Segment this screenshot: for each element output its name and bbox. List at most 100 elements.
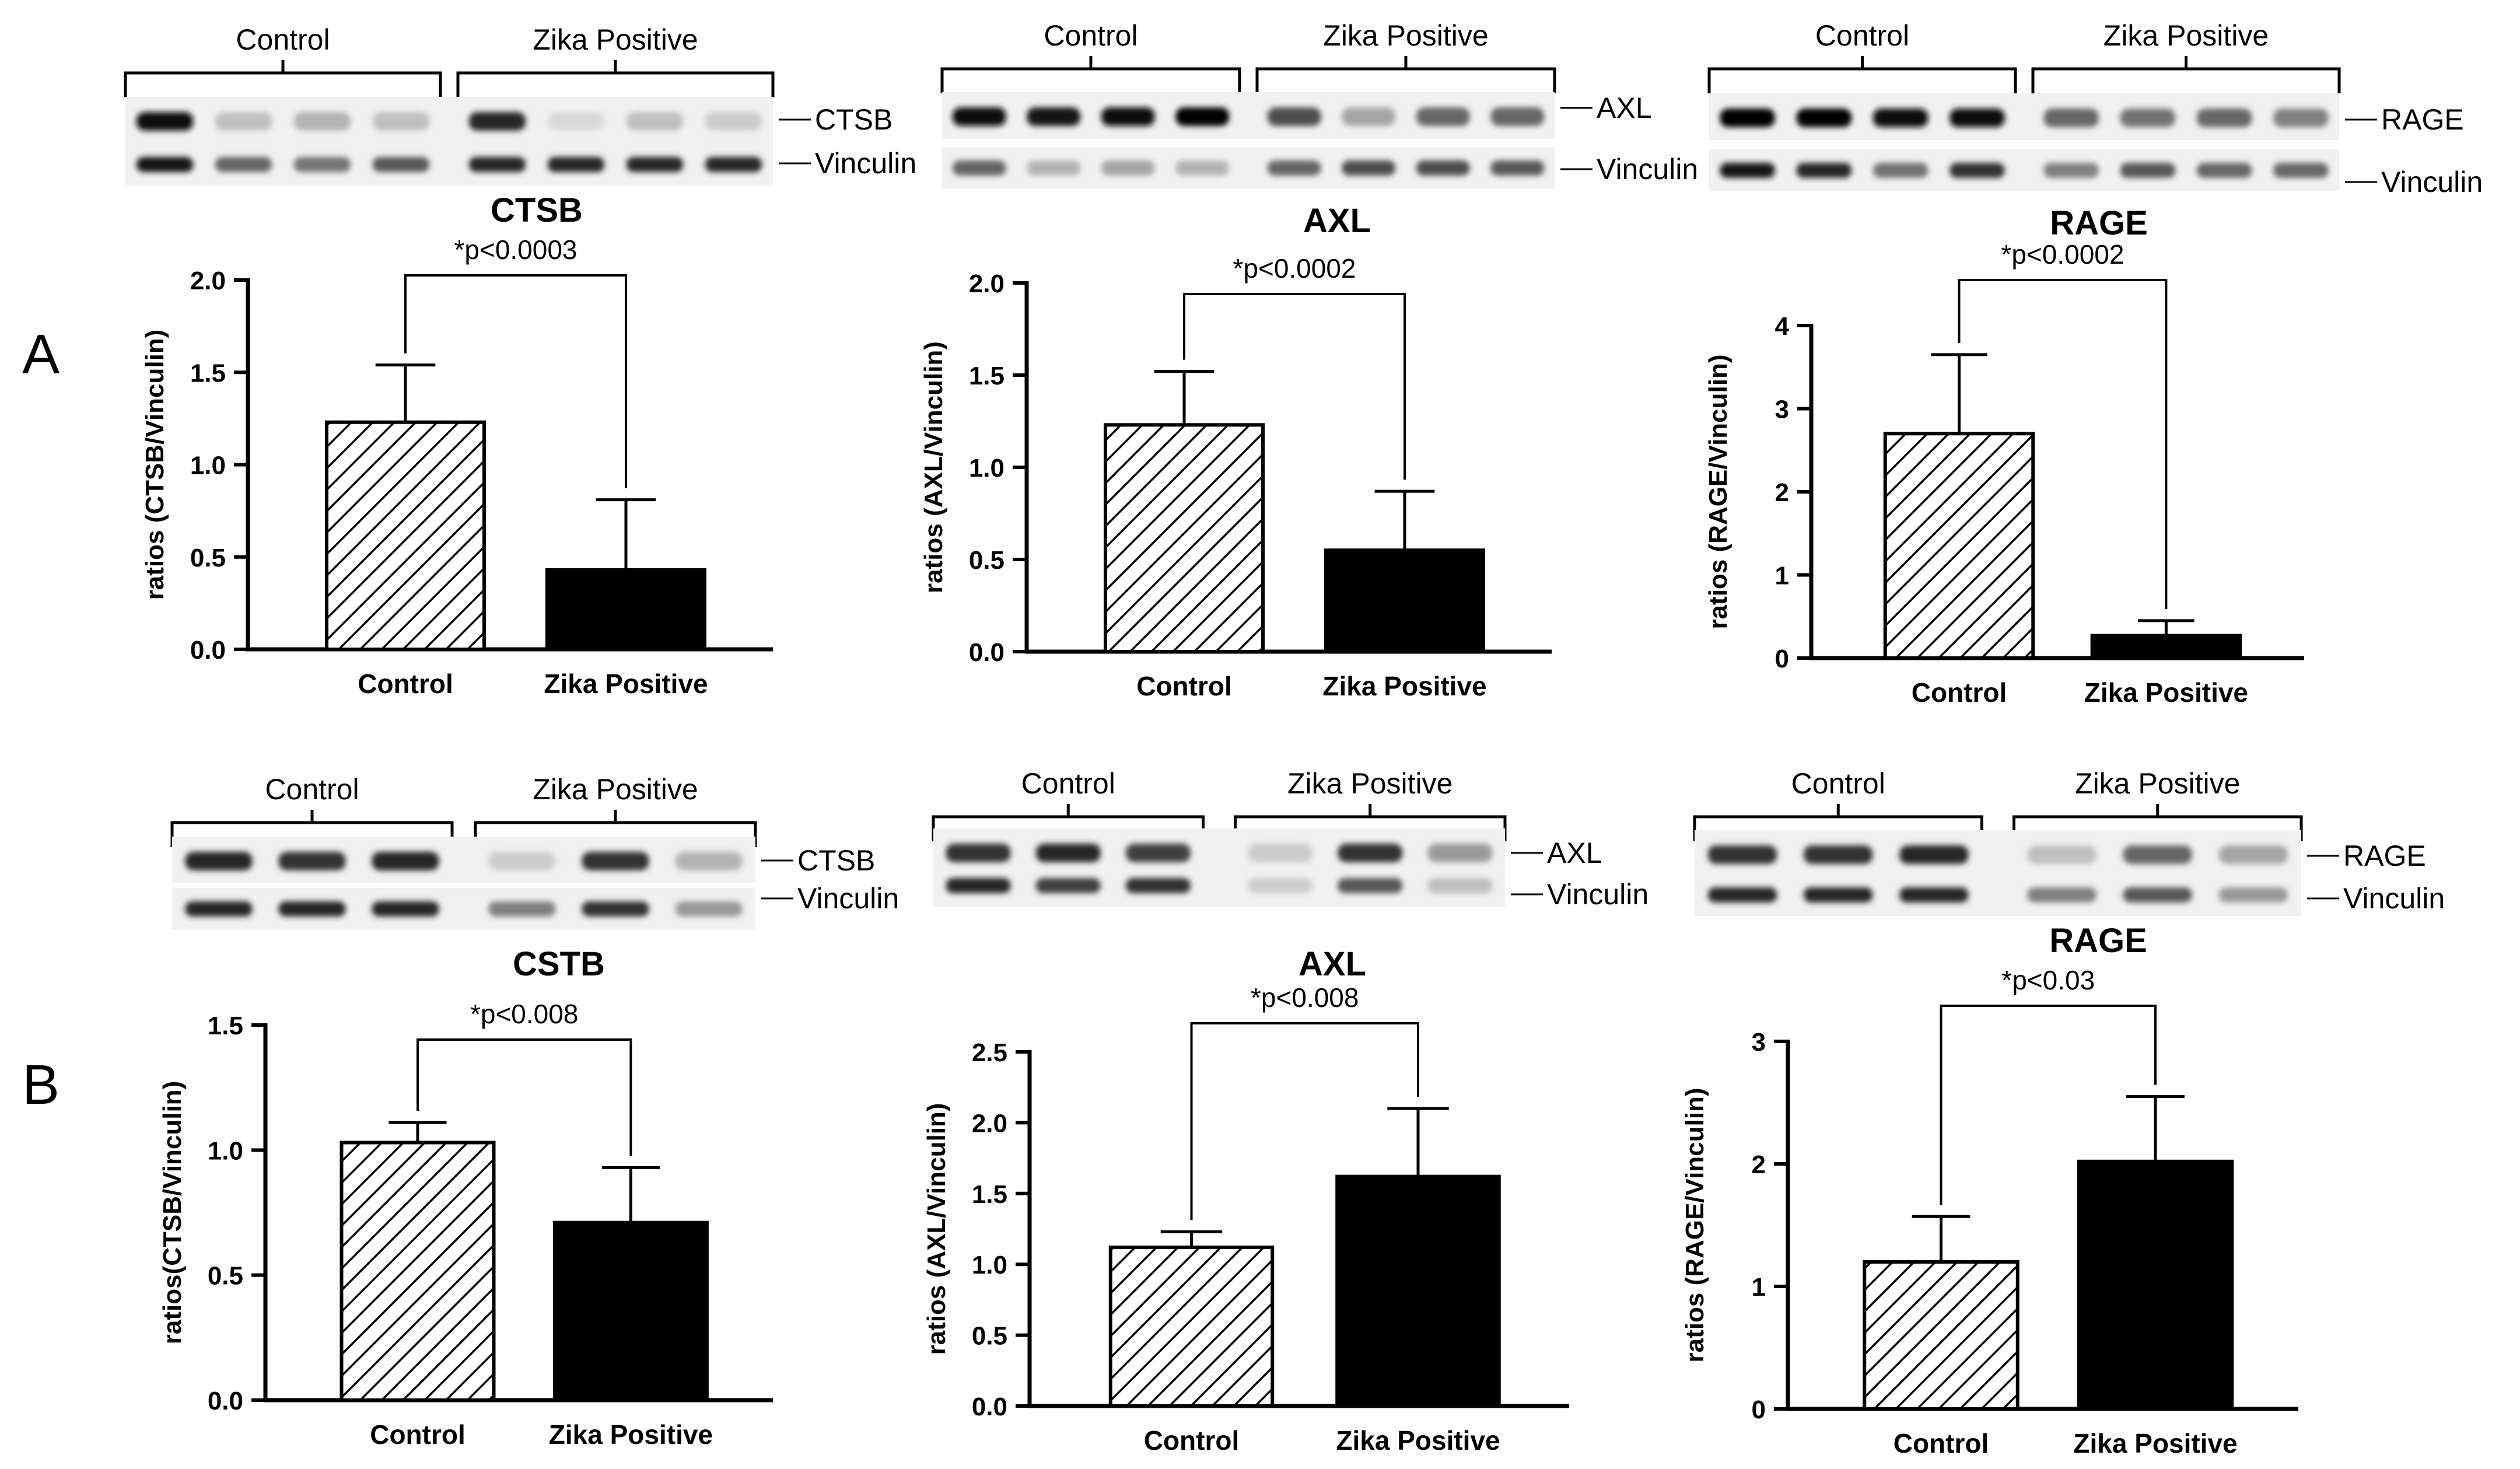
significance-bracket bbox=[404, 274, 627, 488]
target-band bbox=[488, 852, 556, 870]
zika-bracket bbox=[474, 810, 757, 847]
target-band bbox=[1796, 109, 1852, 127]
target-band bbox=[2043, 109, 2099, 127]
vinculin-band bbox=[2123, 887, 2192, 903]
chart-a-axl: AXL 0.0 0.5 1.0 1.5 2.0 ratios (AXL/Vinculin) C… bbox=[919, 202, 1552, 701]
vinculin-band bbox=[2043, 163, 2099, 178]
control-bracket bbox=[170, 810, 454, 847]
target-band bbox=[1338, 844, 1403, 862]
y-axis-label: ratios (RAGE/Vinculin) bbox=[1704, 354, 1732, 629]
target-band bbox=[372, 852, 439, 870]
vinculin-band bbox=[675, 901, 743, 917]
y-tick-label: 1.0 bbox=[969, 454, 1005, 482]
y-tick-label: 0.5 bbox=[969, 546, 1005, 575]
vinculin-band bbox=[1796, 163, 1852, 178]
vinculin-band bbox=[1490, 160, 1545, 176]
category-label: Control bbox=[1912, 677, 2007, 708]
target-strip bbox=[172, 837, 755, 883]
vinculin-band bbox=[372, 157, 430, 172]
chart-title: CTSB bbox=[491, 191, 583, 229]
significance-label: *p<0.0003 bbox=[454, 235, 577, 265]
category-label: Control bbox=[370, 1419, 466, 1450]
vinculin-band bbox=[626, 157, 684, 172]
vinculin-band bbox=[2120, 163, 2176, 178]
target-band bbox=[215, 112, 272, 131]
vinculin-band bbox=[2196, 163, 2252, 178]
bar-zika-positive bbox=[552, 1220, 709, 1402]
chart-title: AXL bbox=[1298, 945, 1366, 983]
bar-zika-positive bbox=[2077, 1159, 2234, 1411]
y-tick-label: 0.0 bbox=[208, 1387, 243, 1415]
bar-control bbox=[1108, 1246, 1275, 1408]
chart-b-axl: AXL 0.0 0.5 1.0 1.5 2.0 2.5 ratios (AXL/Vinculi… bbox=[922, 945, 1569, 1456]
blot-0: Control Zika Positive CTSB Vinculin bbox=[124, 23, 916, 186]
target-band bbox=[1950, 109, 2005, 127]
vinculin-band bbox=[2218, 887, 2288, 903]
vinculin-strip bbox=[1695, 874, 2301, 916]
target-band bbox=[1342, 107, 1396, 126]
target-band bbox=[1873, 109, 1929, 127]
target-band bbox=[372, 112, 430, 131]
category-label: Zika Positive bbox=[1336, 1425, 1500, 1456]
vinculin-band bbox=[1248, 878, 1313, 893]
vinculin-band bbox=[1027, 160, 1081, 176]
y-tick-label: 1 bbox=[1775, 562, 1789, 590]
control-bracket bbox=[1693, 804, 1983, 841]
chart-b-cstb: CSTB 0.0 0.5 1.0 1.5 ratios(CTSB/Vinculin) Con… bbox=[158, 945, 773, 1450]
y-tick-label: 0.5 bbox=[190, 544, 226, 572]
control-bracket bbox=[1707, 56, 2017, 93]
panel-label-a: A bbox=[22, 323, 60, 386]
vinculin-band bbox=[1175, 160, 1230, 176]
bar-zika-positive bbox=[545, 568, 706, 652]
control-group-label: Control bbox=[236, 23, 330, 56]
target-band bbox=[2196, 109, 2252, 127]
target-band bbox=[468, 112, 526, 131]
category-label: Control bbox=[358, 669, 453, 699]
y-tick-label: 3 bbox=[1752, 1028, 1766, 1057]
chart-title: RAGE bbox=[2050, 204, 2148, 242]
category-label: Zika Positive bbox=[544, 669, 708, 699]
vinculin-band bbox=[468, 157, 526, 172]
bar-control bbox=[340, 1141, 496, 1402]
vinculin-band bbox=[705, 157, 762, 172]
target-band bbox=[293, 112, 351, 131]
vinculin-band bbox=[278, 901, 346, 917]
zika-bracket bbox=[2031, 56, 2341, 93]
significance-bracket bbox=[1190, 1022, 1419, 1220]
target-band bbox=[2218, 845, 2288, 864]
y-axis-label: ratios (CTSB/Vinculin) bbox=[141, 330, 169, 600]
y-tick-label: 3 bbox=[1775, 396, 1789, 424]
zika-group-label: Zika Positive bbox=[533, 23, 698, 56]
bar-zika-positive bbox=[2090, 634, 2242, 660]
chart-title: RAGE bbox=[2049, 922, 2147, 960]
target-band bbox=[1416, 107, 1470, 126]
vinculin-band bbox=[1427, 878, 1493, 893]
category-label: Zika Positive bbox=[1322, 671, 1486, 701]
target-band bbox=[1175, 107, 1230, 126]
chart-b-rage: RAGE 0 1 2 3 ratios (RAGE/Vinculin) Control Zik… bbox=[1681, 922, 2298, 1458]
vinculin-label: Vinculin bbox=[815, 147, 916, 180]
target-band bbox=[2027, 845, 2096, 864]
target-band bbox=[1248, 844, 1313, 862]
vinculin-band bbox=[1804, 887, 1873, 903]
vinculin-band bbox=[1873, 163, 1929, 178]
category-label: Control bbox=[1894, 1428, 1989, 1458]
vinculin-band bbox=[1707, 887, 1777, 903]
blot-2: Control Zika Positive RAGE Vinculin bbox=[1707, 19, 2483, 198]
chart-a-rage: RAGE 0 1 2 3 4 ratios (RAGE/Vinculin) Control Zi… bbox=[1704, 204, 2304, 708]
y-tick-label: 1.0 bbox=[190, 452, 226, 480]
zika-group-label: Zika Positive bbox=[1287, 767, 1452, 800]
vinculin-label: Vinculin bbox=[2381, 166, 2483, 198]
y-axis-label: ratios (AXL/Vinculin) bbox=[922, 1103, 951, 1355]
target-band bbox=[278, 852, 346, 870]
vinculin-strip bbox=[933, 865, 1505, 907]
y-tick-label: 1.5 bbox=[190, 359, 226, 387]
y-tick-label: 4 bbox=[1775, 312, 1790, 341]
vinculin-label: Vinculin bbox=[797, 882, 899, 915]
target-band bbox=[1707, 845, 1777, 864]
target-band bbox=[1035, 844, 1101, 862]
target-band bbox=[2123, 845, 2192, 864]
control-group-label: Control bbox=[1021, 767, 1115, 800]
y-tick-label: 1.5 bbox=[969, 362, 1005, 390]
y-tick-label: 0.0 bbox=[190, 636, 226, 664]
